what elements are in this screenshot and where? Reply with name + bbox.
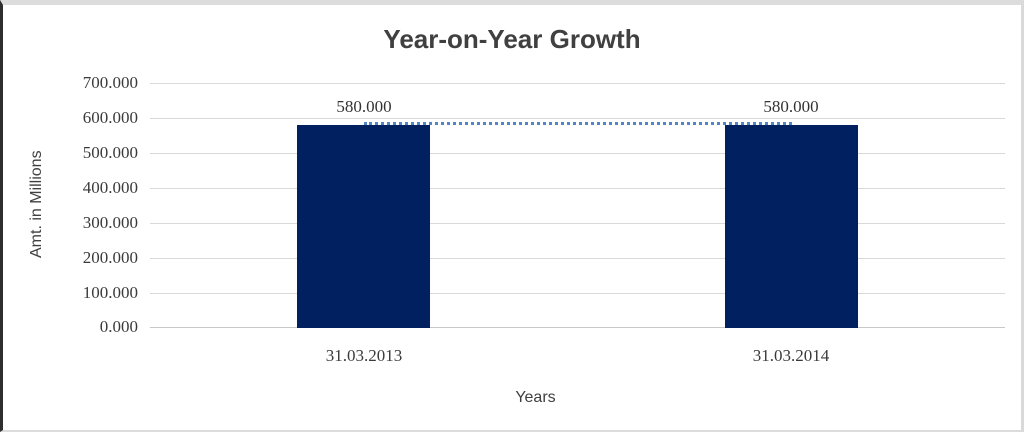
- gridline-0: [150, 327, 1005, 328]
- gridline-600: [150, 118, 1005, 119]
- x-tick-label-31.03.2013: 31.03.2013: [325, 346, 403, 365]
- gridline-300: [150, 223, 1005, 224]
- y-tick-label-400: 400.000: [82, 178, 138, 197]
- y-tick-label-0: 0.000: [99, 317, 138, 336]
- gridline-200: [150, 258, 1005, 259]
- y-tick-label-200: 200.000: [82, 248, 138, 267]
- y-tick-label-600: 600.000: [82, 108, 138, 127]
- y-tick-label-100: 100.000: [82, 283, 138, 302]
- plot-area: 580.000 31.03.2013 580.000 31.03.2014: [150, 83, 1005, 365]
- y-tick-label-700: 700.000: [82, 73, 138, 92]
- bar-31.03.2013: [297, 125, 430, 328]
- dotted-trend-line: [364, 122, 792, 125]
- y-axis-tick-labels: 700.000 600.000 500.000 400.000 300.000 200.0…: [43, 73, 138, 336]
- bar-value-label-31.03.2013: 580.000: [336, 97, 392, 116]
- y-tick-label-500: 500.000: [82, 143, 138, 162]
- gridline-500: [150, 153, 1005, 154]
- x-axis-title: Years: [515, 389, 556, 406]
- x-tick-label-31.03.2014: 31.03.2014: [752, 346, 830, 365]
- gridline-100: [150, 293, 1005, 294]
- gridline-400: [150, 188, 1005, 189]
- gridline-700: [150, 83, 1005, 84]
- bar-31.03.2014: [725, 125, 858, 328]
- y-tick-label-300: 300.000: [82, 213, 138, 232]
- chart-title: Year-on-Year Growth: [383, 24, 641, 54]
- year-on-year-growth-chart: Year-on-Year Growth Amt. in Millions 700…: [3, 5, 1021, 430]
- bar-value-label-31.03.2014: 580.000: [763, 97, 819, 116]
